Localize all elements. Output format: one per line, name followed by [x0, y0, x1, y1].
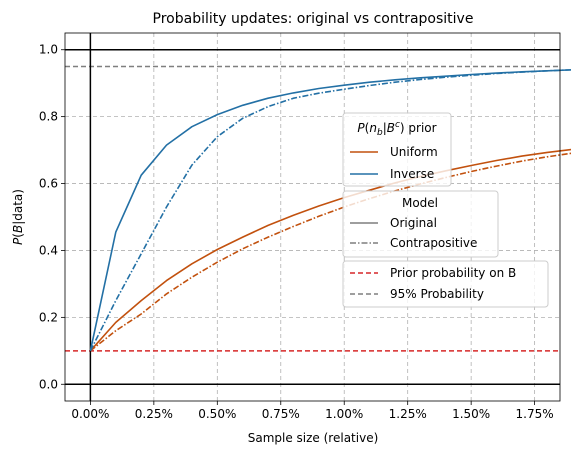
series-line-uniform-original — [89, 148, 571, 352]
series-line-inverse-contrapositive — [89, 69, 571, 352]
x-tick-label-7: 1.75% — [516, 407, 554, 421]
legend-model-box — [342, 190, 499, 258]
x-tick-label-5: 1.25% — [389, 407, 427, 421]
legend-95-label: 95% Probability — [390, 287, 484, 301]
legend-prior: P(nb|Bc) prior Uniform Inverse — [342, 112, 452, 187]
legend-uniform-label: Uniform — [390, 145, 438, 159]
legend-model: Model Original Contrapositive — [342, 190, 499, 258]
legend-contrapositive-label: Contrapositive — [390, 236, 477, 250]
series-layer — [89, 69, 571, 352]
legend-original-label: Original — [390, 216, 437, 230]
x-tick-label-3: 0.75% — [262, 407, 300, 421]
x-tick-label-2: 0.50% — [198, 407, 236, 421]
y-tick-label-0: 0.0 — [39, 377, 58, 391]
x-axis-ticks: 0.00% 0.25% 0.50% 0.75% 1.00% 1.25% 1.50% 1.75% — [71, 401, 554, 421]
y-axis-label: P(B|data) — [11, 189, 25, 245]
legend-prior-line-label: Prior probability on B — [390, 266, 516, 280]
x-axis-label: Sample size (relative) — [248, 431, 379, 445]
y-tick-label-3: 0.6 — [39, 177, 58, 191]
legend-reference: Prior probability on B 95% Probability — [342, 260, 549, 308]
legend-model-title: Model — [402, 196, 438, 210]
y-axis-ticks: 0.0 0.2 0.4 0.6 0.8 1.0 — [39, 43, 65, 391]
y-tick-label-4: 0.8 — [39, 110, 58, 124]
reference-lines — [65, 33, 560, 401]
x-tick-label-4: 1.00% — [325, 407, 363, 421]
legend-reference-box — [342, 260, 549, 308]
series-line-uniform-contrapositive — [89, 152, 571, 352]
y-tick-label-1: 0.2 — [39, 310, 58, 324]
legend-prior-box — [342, 112, 452, 187]
y-tick-label-2: 0.4 — [39, 243, 58, 257]
x-tick-label-0: 0.00% — [71, 407, 109, 421]
x-tick-label-6: 1.50% — [452, 407, 490, 421]
series-line-inverse-original — [89, 69, 571, 351]
chart-title: Probability updates: original vs contrap… — [153, 11, 474, 27]
legend-inverse-label: Inverse — [390, 167, 434, 181]
y-tick-label-5: 1.0 — [39, 43, 58, 57]
legend-prior-title: P(nb|Bc) prior — [357, 120, 436, 138]
plot-frame — [64, 32, 561, 402]
x-tick-label-1: 0.25% — [135, 407, 173, 421]
